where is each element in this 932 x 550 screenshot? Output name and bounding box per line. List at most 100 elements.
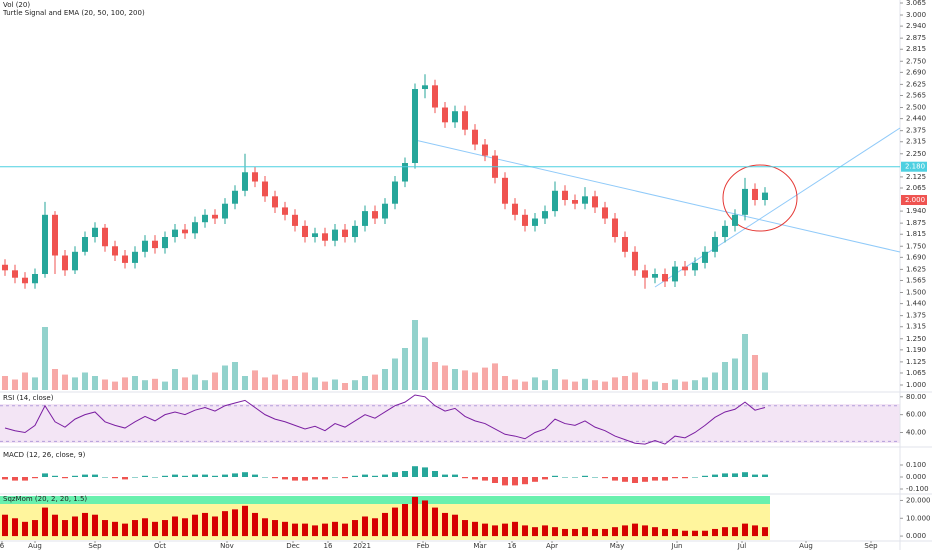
bar [422,337,428,390]
bar [602,381,608,390]
y-tick-label: 1.690 [906,253,926,261]
candle-body [452,111,458,123]
histogram-bar [32,477,38,479]
x-tick-label: Mar [473,542,486,550]
bar [172,369,178,390]
histogram-bar [662,477,668,481]
bar [472,521,478,537]
histogram-bar [742,472,748,477]
candle-body [632,251,638,271]
candle-body [92,227,98,238]
candle-body [572,200,578,204]
bar [442,512,448,537]
bar [502,523,508,537]
candle-body [62,255,68,271]
x-tick-label: Dec [286,542,300,550]
x-tick-label: Oct [154,542,166,550]
candle-body [502,177,508,204]
bar [162,381,168,390]
candle-body [72,251,78,271]
candle-body [2,264,8,271]
y-tick-label: 80.00 [906,393,926,401]
candle-body [652,274,658,278]
squeeze-top-band [0,496,770,504]
bar [442,365,448,390]
last-price-tag [901,195,927,206]
y-tick-label: 2.690 [906,68,926,76]
bar [182,518,188,537]
histogram-bar [2,477,8,480]
candle-body [582,196,588,204]
histogram-bar [62,477,68,479]
y-tick-label: 2.500 [906,104,926,112]
bar [612,377,618,390]
bar [292,376,298,390]
bar [562,528,568,537]
bar [762,372,768,390]
candle-body [482,144,488,156]
bar [302,523,308,537]
histogram-bar [382,474,388,477]
y-tick-label: 2.065 [906,184,926,192]
candle-body [12,270,18,278]
histogram-bar [172,474,178,477]
histogram-bar [332,477,338,478]
bar [572,381,578,390]
bar [352,520,358,537]
histogram-bar [542,477,548,480]
bar [672,528,678,537]
candle-body [152,240,158,249]
bar [332,379,338,390]
candle-body [602,207,608,219]
bar [522,525,528,537]
bar [282,521,288,537]
candle-body [522,214,528,226]
bar [92,514,98,537]
histogram-bar [592,477,598,478]
bar [402,504,408,537]
bar [682,381,688,390]
y-tick-label: 1.000 [906,381,926,389]
bar [662,383,668,390]
y-tick-label: 1.940 [906,207,926,215]
x-tick-label: Sep [88,542,102,550]
bar [492,363,498,390]
bar [492,525,498,537]
bar [352,380,358,390]
legend-label: Vol (20) [3,1,30,9]
candle-body [132,251,138,263]
bar [42,327,48,390]
candle-body [712,237,718,252]
histogram-bar [22,477,28,481]
bar [32,520,38,537]
bar [412,496,418,537]
y-tick-label: 1.815 [906,230,926,238]
candle-body [442,107,448,123]
y-tick-label: 1.875 [906,219,926,227]
histogram-bar [752,474,758,477]
histogram-bar [672,477,678,479]
bar [12,518,18,537]
price-tag-label: 2.180 [905,163,925,171]
bar [72,377,78,390]
bar [132,376,138,390]
candle-body [472,129,478,145]
histogram-bar [612,477,618,481]
bar [252,370,258,390]
x-tick-label: May [610,542,624,550]
histogram-bar [422,467,428,477]
x-tick-label: Aug [28,542,42,550]
bar [712,372,718,390]
bar [642,525,648,537]
candle-body [202,214,208,223]
histogram-bar [362,474,368,477]
candle-body [82,237,88,252]
y-tick-label: 1.315 [906,323,926,331]
bar [2,514,8,537]
bar [82,372,88,390]
candle-body [32,274,38,284]
candle-body [532,218,538,226]
bar [732,358,738,390]
bar [392,507,398,537]
y-tick-label: 0.000 [906,532,926,540]
